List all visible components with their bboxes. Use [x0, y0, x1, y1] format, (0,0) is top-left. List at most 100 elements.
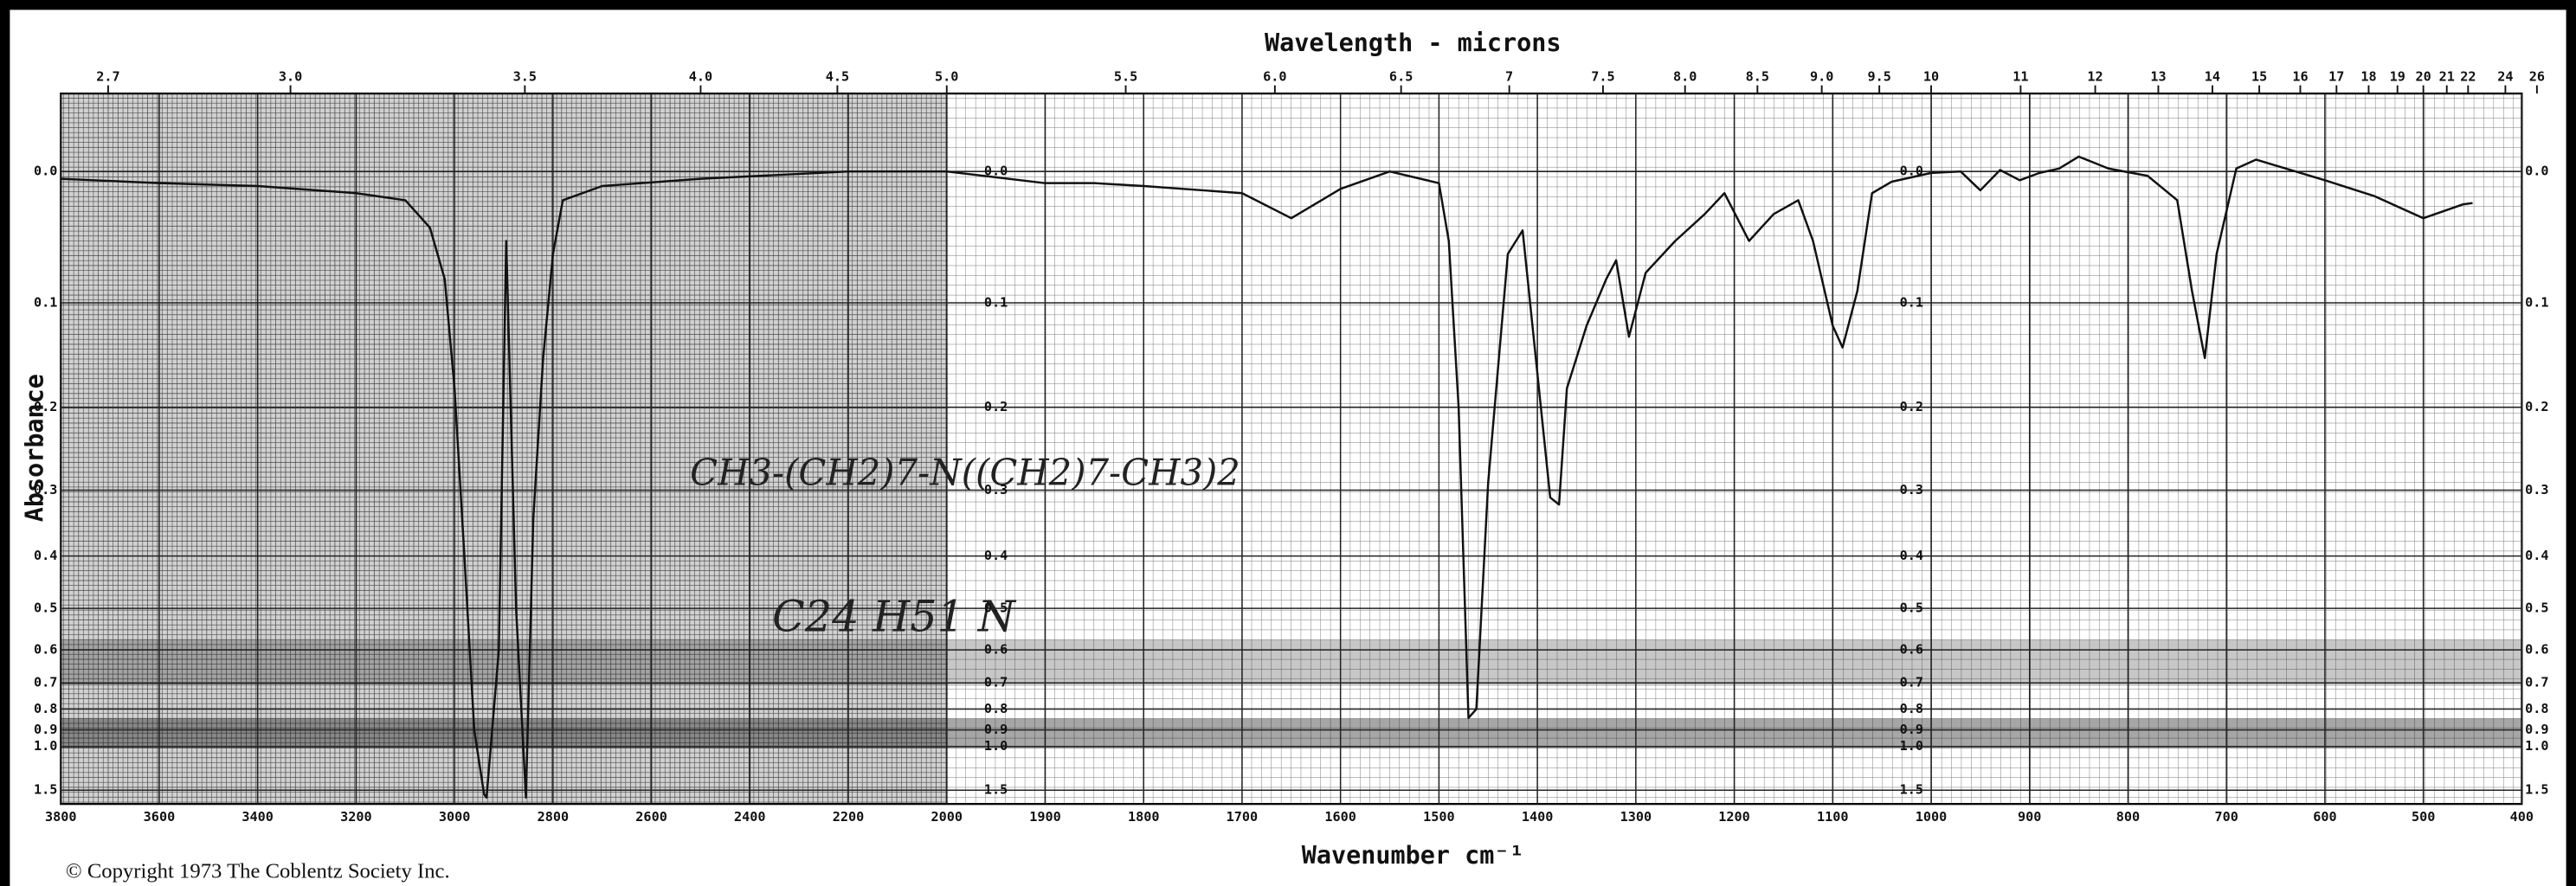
x-tick-label: 2600 — [635, 809, 667, 825]
shaded-region — [61, 93, 949, 805]
y-tick-label: 0.4 — [34, 548, 57, 563]
x-tick-label: 3400 — [242, 809, 274, 825]
x-tick-label: 1200 — [1718, 809, 1750, 825]
y-tick-label: 0.1 — [2525, 295, 2548, 311]
y-tick-label: 0.7 — [1900, 675, 1923, 690]
x-tick-label: 3200 — [340, 809, 372, 825]
y-tick-label: 0.8 — [34, 701, 57, 716]
y-tick-label: 0.3 — [1900, 482, 1923, 498]
x2-tick-label: 4.5 — [826, 69, 849, 85]
x2-tick-label: 17 — [2328, 69, 2344, 85]
x-tick-label: 2400 — [734, 809, 766, 825]
shaded-band — [61, 639, 2522, 686]
x2-tick-label: 3.0 — [279, 69, 302, 85]
y-tick-label: 0.2 — [984, 399, 1008, 414]
y-tick-label: 0.8 — [1900, 701, 1923, 716]
x2-tick-label: 18 — [2360, 69, 2376, 85]
y-tick-label: 1.0 — [1900, 738, 1923, 754]
x-tick-label: 400 — [2510, 809, 2534, 825]
x2-tick-label: 11 — [2012, 69, 2028, 85]
y-tick-label: 0.2 — [2525, 399, 2548, 414]
x-tick-label: 1300 — [1620, 809, 1652, 825]
x2-tick-label: 16 — [2292, 69, 2308, 85]
x2-tick-label: 15 — [2251, 69, 2267, 85]
y-tick-label: 0.0 — [984, 164, 1008, 179]
x-tick-label: 1900 — [1029, 809, 1061, 825]
y-axis-label: Absorbance — [21, 374, 49, 522]
y-tick-label: 1.5 — [1900, 782, 1923, 798]
x2-tick-label: 26 — [2529, 69, 2545, 85]
x2-tick-label: 9.0 — [1810, 69, 1833, 85]
y-tick-label: 0.3 — [34, 482, 57, 498]
x-tick-label: 3600 — [144, 809, 176, 825]
x-tick-label: 500 — [2412, 809, 2435, 825]
y-tick-label: 0.6 — [2525, 642, 2548, 658]
graph-paper-dense — [61, 93, 949, 805]
x2-tick-label: 10 — [1923, 69, 1939, 85]
x-tick-label: 1800 — [1128, 809, 1160, 825]
x-tick-label: 1600 — [1324, 809, 1356, 825]
x-tick-label: 3000 — [439, 809, 471, 825]
spectrum-line — [61, 155, 2473, 799]
x-tick-label: 1100 — [1817, 809, 1849, 825]
y-tick-label: 0.6 — [34, 642, 57, 658]
x2-tick-label: 9.5 — [1867, 69, 1890, 85]
x-tick-label: 2000 — [931, 809, 963, 825]
annotation: C24 H51 N — [772, 591, 1017, 641]
scan-edge — [0, 0, 2576, 10]
x2-tick-label: 4.0 — [689, 69, 712, 85]
x2-tick-label: 22 — [2460, 69, 2476, 85]
x-tick-label: 600 — [2313, 809, 2336, 825]
x2-tick-label: 2.7 — [96, 69, 119, 85]
y-tick-label: 0.6 — [984, 642, 1008, 658]
x-tick-label: 800 — [2116, 809, 2140, 825]
y-tick-label: 0.9 — [984, 722, 1008, 737]
x2-tick-label: 8.5 — [1746, 69, 1769, 85]
y-tick-label: 0.0 — [34, 164, 57, 179]
x2-tick-label: 7.5 — [1591, 69, 1614, 85]
y-tick-label: 0.3 — [984, 482, 1008, 498]
y-tick-label: 1.5 — [984, 782, 1008, 798]
x2-tick-label: 21 — [2439, 69, 2455, 85]
x-tick-label: 2200 — [833, 809, 865, 825]
y-tick-label: 0.4 — [2525, 548, 2548, 563]
y-tick-label: 0.9 — [34, 722, 57, 737]
y-tick-label: 0.1 — [1900, 295, 1923, 311]
x2-tick-label: 24 — [2497, 69, 2513, 85]
y-tick-label: 1.0 — [2525, 738, 2548, 754]
scan-edge — [2566, 0, 2576, 886]
y-tick-label: 0.6 — [1900, 642, 1923, 658]
y-tick-label: 0.1 — [984, 295, 1008, 311]
y-tick-label: 1.5 — [2525, 782, 2548, 798]
x-tick-label: 1400 — [1522, 809, 1554, 825]
y-tick-label: 0.2 — [34, 399, 57, 414]
y-tick-label: 1.0 — [984, 738, 1008, 754]
copyright: © Copyright 1973 The Coblentz Society In… — [66, 859, 450, 883]
x2-tick-label: 6.5 — [1389, 69, 1413, 85]
x2-tick-label: 14 — [2205, 69, 2220, 85]
y-tick-label: 0.0 — [2525, 164, 2548, 179]
x2-tick-label: 7 — [1505, 69, 1513, 85]
top-axis-label: Wavelength - microns — [1265, 29, 1562, 57]
y-tick-label: 0.9 — [1900, 722, 1923, 737]
y-tick-label: 1.5 — [34, 782, 57, 798]
x-tick-label: 700 — [2214, 809, 2238, 825]
y-tick-label: 1.0 — [34, 738, 57, 754]
y-tick-label: 0.7 — [984, 675, 1008, 690]
scan-edge — [0, 0, 10, 886]
y-tick-label: 0.2 — [1900, 399, 1923, 414]
x-tick-label: 1700 — [1227, 809, 1259, 825]
y-tick-label: 0.8 — [984, 701, 1008, 716]
x2-tick-label: 19 — [2390, 69, 2405, 85]
x2-tick-label: 8.0 — [1673, 69, 1697, 85]
x-tick-label: 3800 — [45, 809, 77, 825]
x2-tick-label: 5.0 — [935, 69, 958, 85]
annotation: CH3-(CH2)7-N((CH2)7-CH3)2 — [690, 451, 1240, 493]
x2-tick-label: 12 — [2087, 69, 2103, 85]
y-tick-label: 0.5 — [984, 600, 1008, 616]
y-tick-label: 0.9 — [2525, 722, 2548, 737]
x-tick-label: 900 — [2018, 809, 2041, 825]
x-axis-label: Wavenumber cm⁻¹ — [1302, 841, 1524, 870]
